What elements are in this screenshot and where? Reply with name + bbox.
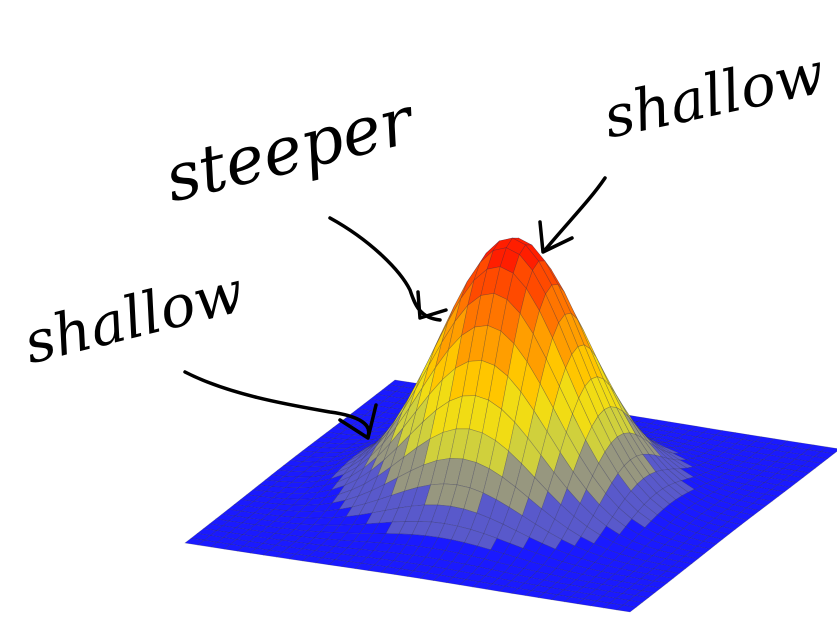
arrow — [540, 178, 605, 252]
figure: steeper shallow shallow — [0, 0, 837, 620]
arrow — [330, 218, 446, 320]
annotation: shallow — [598, 39, 831, 152]
annotation: steeper — [157, 81, 423, 217]
page: steeper shallow shallow (() => { const d… — [0, 0, 837, 620]
surface — [185, 238, 837, 612]
annotation: shallow — [17, 257, 250, 377]
